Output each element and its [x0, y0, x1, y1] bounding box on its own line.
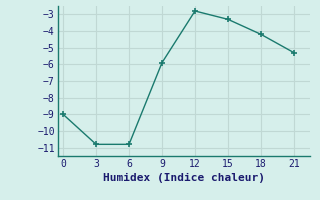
X-axis label: Humidex (Indice chaleur): Humidex (Indice chaleur)	[103, 173, 265, 183]
